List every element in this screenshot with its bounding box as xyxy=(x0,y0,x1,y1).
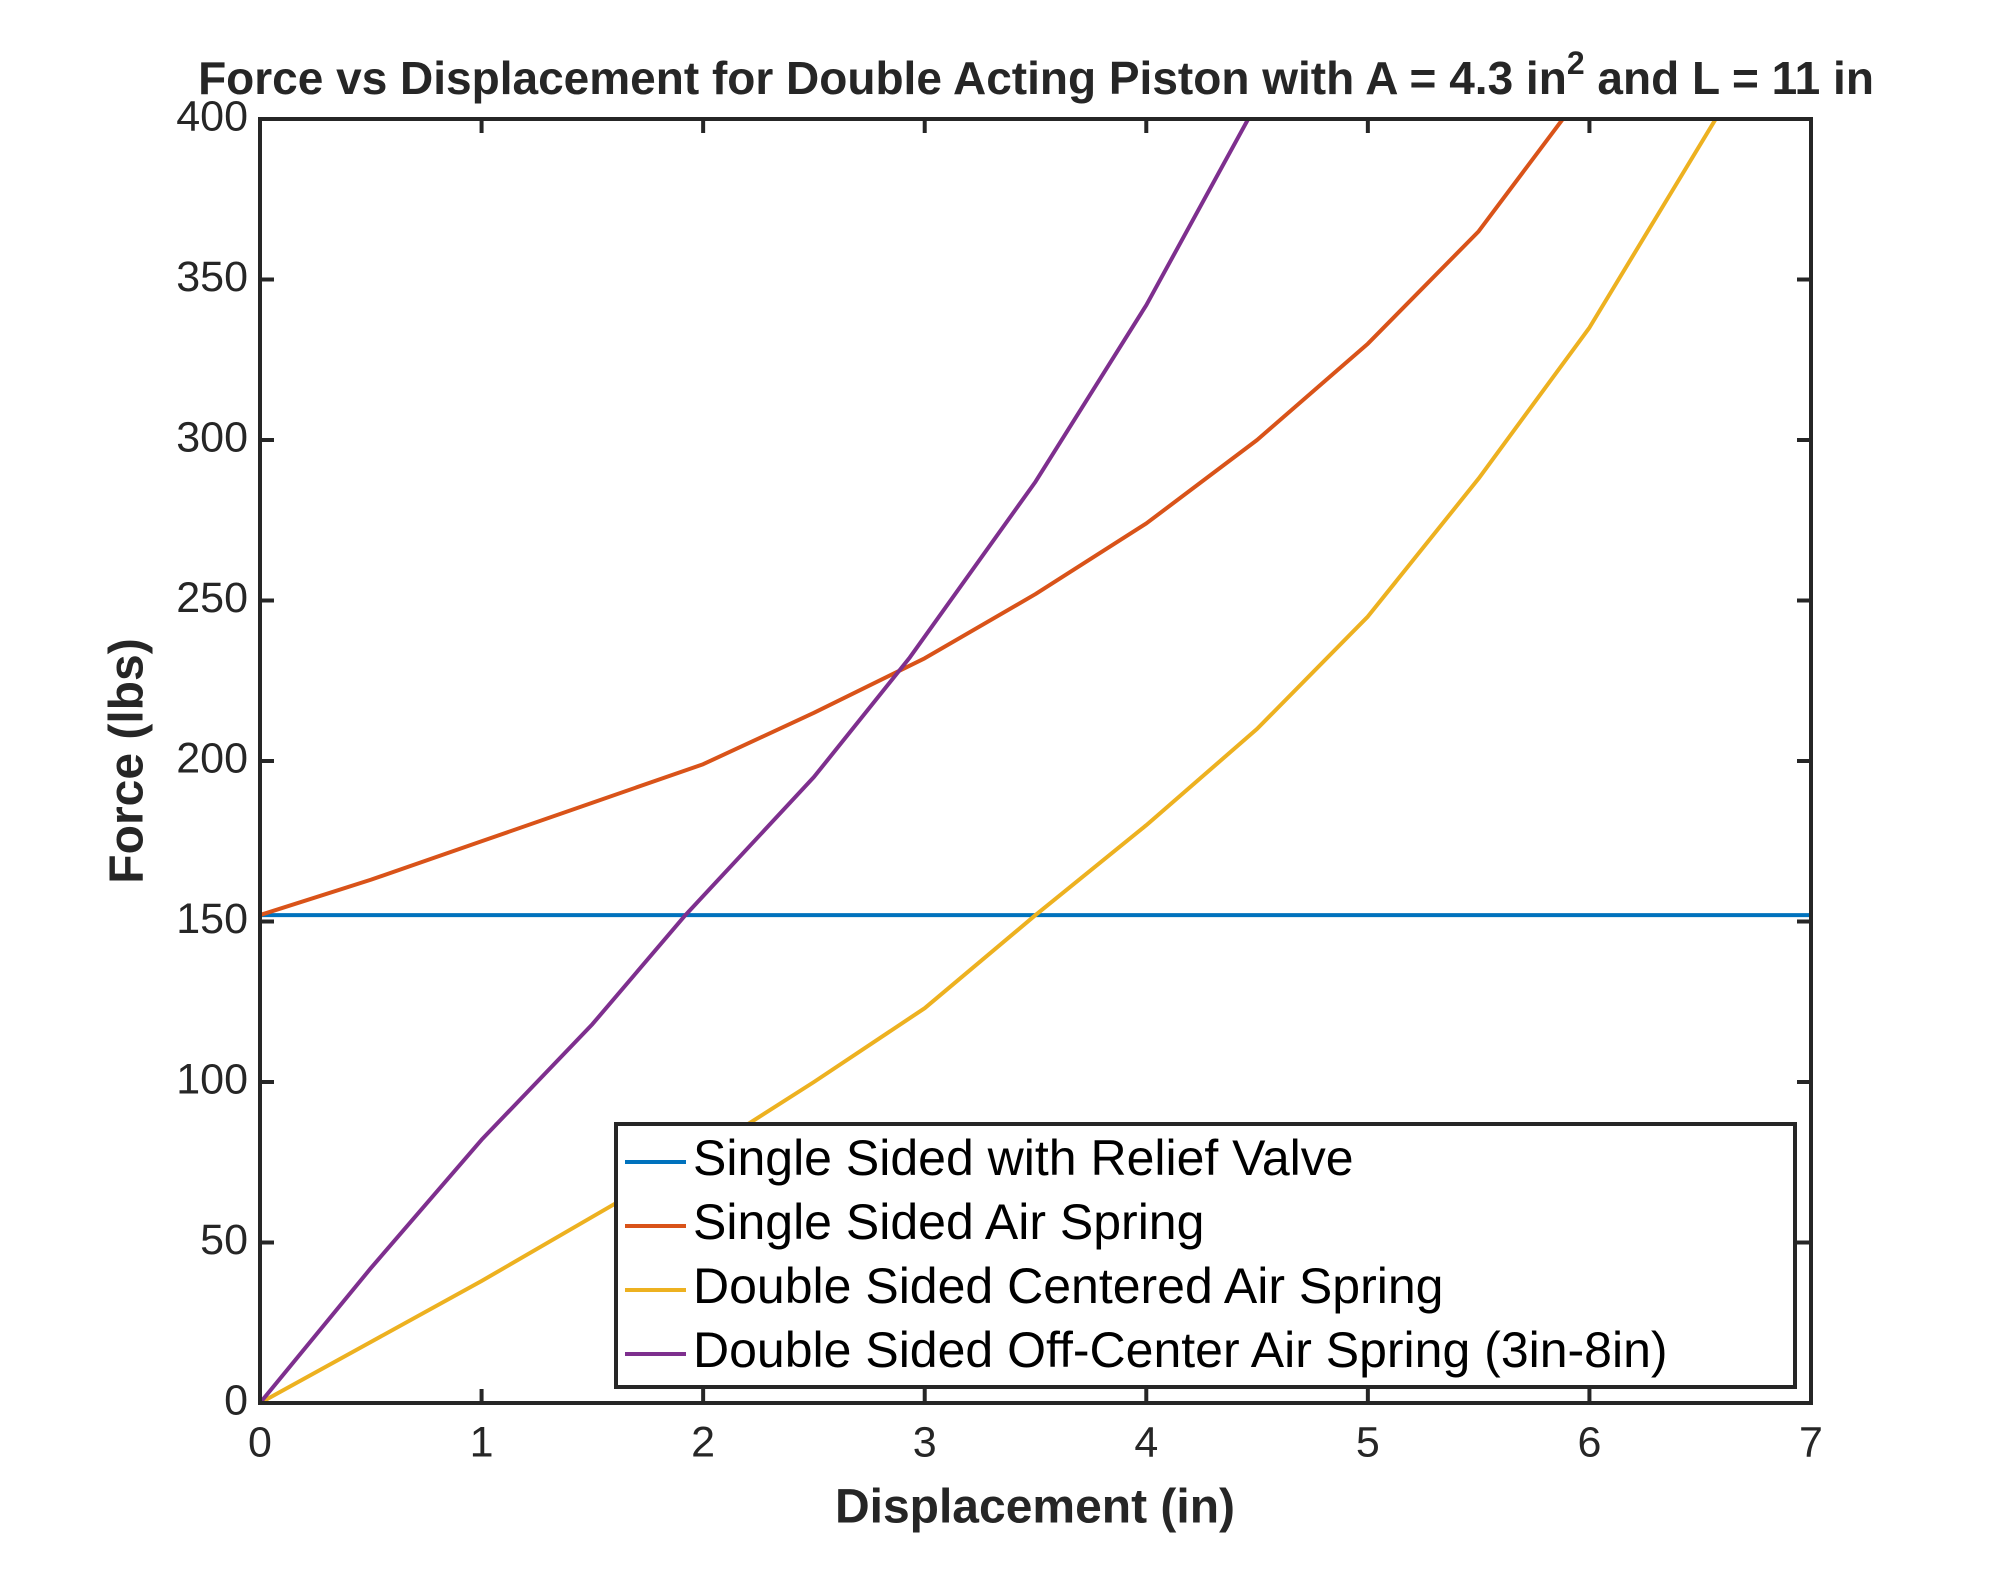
x-tick-label: 4 xyxy=(1134,1418,1158,1466)
y-tick-label: 400 xyxy=(176,92,248,140)
title-text: and L = 11 in xyxy=(1585,52,1874,104)
y-tick-label: 100 xyxy=(176,1055,248,1103)
x-tick-label: 1 xyxy=(470,1418,494,1466)
y-tick-label: 250 xyxy=(176,574,248,622)
legend-label: Single Sided with Relief Valve xyxy=(693,1130,1354,1186)
y-axis-label: Force (lbs) xyxy=(101,638,154,883)
y-tick-label: 350 xyxy=(176,253,248,301)
legend-box xyxy=(614,1122,1797,1389)
y-tick-label: 300 xyxy=(176,413,248,461)
title-superscript: 2 xyxy=(1567,45,1585,81)
chart-title: Force vs Displacement for Double Acting … xyxy=(198,45,1874,104)
y-tick-label: 0 xyxy=(224,1376,248,1424)
x-axis-label: Displacement (in) xyxy=(835,1481,1235,1534)
series-line xyxy=(259,117,1565,917)
x-tick-label: 0 xyxy=(248,1418,272,1466)
x-tick-label: 6 xyxy=(1577,1418,1601,1466)
legend-label: Single Sided Air Spring xyxy=(693,1194,1204,1250)
y-tick-label: 150 xyxy=(176,895,248,943)
x-tick-label: 5 xyxy=(1356,1418,1380,1466)
x-tick-label: 2 xyxy=(691,1418,715,1466)
x-tick-label: 3 xyxy=(913,1418,937,1466)
plot-frame xyxy=(258,117,1813,1405)
series-line xyxy=(259,117,1718,1405)
legend-label: Double Sided Centered Air Spring xyxy=(693,1258,1443,1314)
y-tick-label: 200 xyxy=(176,734,248,782)
legend-label: Double Sided Off-Center Air Spring (3in-… xyxy=(693,1322,1668,1378)
series-line xyxy=(258,118,1250,1405)
title-text: Force vs Displacement for Double Acting … xyxy=(198,52,1567,104)
x-tick-label: 7 xyxy=(1799,1418,1823,1466)
y-tick-label: 50 xyxy=(200,1216,248,1264)
